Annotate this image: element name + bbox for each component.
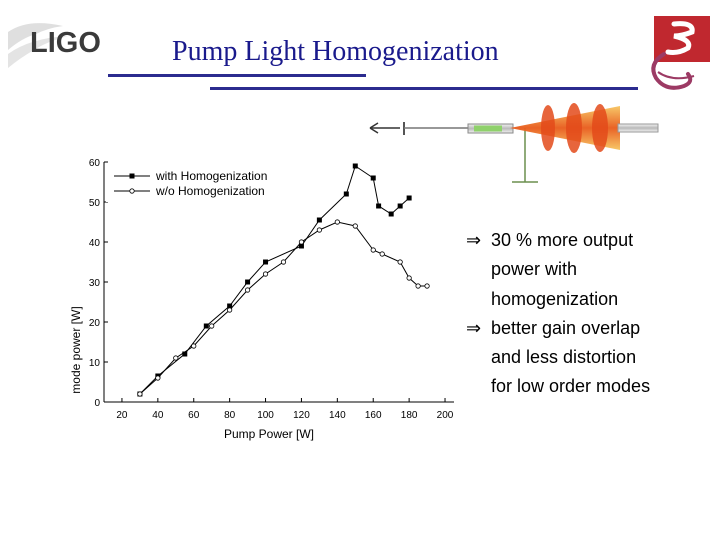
- data-point-circle: [191, 343, 197, 349]
- data-point-circle: [209, 323, 215, 329]
- ligo-logo-graphic: LIGO: [8, 23, 101, 68]
- data-point-square: [316, 217, 322, 223]
- emblem-graphic: [651, 16, 710, 90]
- bullet-line: and less distortion: [491, 347, 637, 368]
- data-point-square: [298, 243, 304, 249]
- bullet-item: ⇒ better gain overlap and less distortio…: [466, 314, 716, 402]
- data-point-circle: [227, 307, 233, 313]
- data-point-circle: [415, 283, 421, 289]
- bullet-line: homogenization: [491, 288, 619, 309]
- implies-arrow-icon: ⇒: [466, 317, 482, 338]
- pump-optics-illustration: [360, 100, 670, 195]
- data-point-circle: [137, 391, 143, 397]
- data-point-circle: [370, 247, 376, 253]
- data-point-circle: [406, 275, 412, 281]
- data-point-circle: [298, 239, 305, 245]
- data-point-circle: [262, 271, 269, 277]
- y-tick-label: 40: [89, 238, 101, 249]
- x-tick-label: 40: [152, 410, 164, 421]
- data-point-square: [227, 303, 233, 309]
- chart-canvas: 0 10 20 30 40 50 60 20 40 60 80 100 120 140 160 180 200 P…: [69, 158, 454, 441]
- data-point-circle: [424, 283, 430, 289]
- data-point-square: [352, 163, 358, 169]
- x-tick-label: 80: [224, 410, 236, 421]
- legend-box: [106, 164, 296, 202]
- y-tick-label: 0: [94, 398, 100, 409]
- x-tick-label: 100: [257, 410, 274, 421]
- data-point-circle: [352, 223, 358, 229]
- data-point-circle: [173, 355, 179, 361]
- data-point-circle: [316, 227, 322, 233]
- title-rule-left: [108, 74, 366, 77]
- ligo-logo: LIGO: [8, 20, 118, 75]
- x-tick-label: 180: [401, 410, 418, 421]
- data-point-circle: [155, 375, 161, 381]
- bullet-line: better gain overlap: [491, 317, 641, 338]
- data-point-circle: [397, 259, 403, 265]
- x-axis-label: Pump Power [W]: [224, 427, 314, 441]
- bullet-item: ⇒ 30 % more output power with homogeniza…: [466, 226, 716, 314]
- x-tick-label: 140: [329, 410, 346, 421]
- legend-label: w/o Homogenization: [155, 184, 265, 198]
- data-point-square: [245, 279, 251, 285]
- x-tick-label: 60: [188, 410, 200, 421]
- x-tick-label: 20: [116, 410, 128, 421]
- data-point-circle: [379, 251, 385, 257]
- bullet-list: ⇒ 30 % more output power with homogeniza…: [466, 226, 716, 402]
- data-point-square: [182, 351, 188, 357]
- logo-text: LIGO: [30, 27, 101, 59]
- x-tick-label: 120: [293, 410, 310, 421]
- y-tick-label: 50: [89, 198, 101, 209]
- y-tick-label: 10: [89, 358, 101, 369]
- implies-arrow-icon: ⇒: [466, 230, 482, 250]
- title-rule-right: [210, 87, 638, 90]
- data-point-circle: [280, 259, 287, 265]
- data-point-circle: [244, 287, 251, 293]
- legend-marker-circle: [129, 188, 135, 194]
- data-point-square: [343, 191, 349, 197]
- y-tick-label: 20: [89, 318, 101, 329]
- data-point-circle: [334, 219, 340, 225]
- institute-emblem: [644, 14, 714, 101]
- data-point-square: [397, 203, 403, 209]
- y-tick-label: 30: [89, 278, 101, 289]
- data-point-square: [406, 195, 412, 201]
- bullet-line: 30 % more output: [491, 230, 634, 250]
- data-point-square: [203, 323, 209, 329]
- data-point-square: [376, 203, 382, 209]
- y-tick-label: 60: [89, 158, 101, 169]
- pump-power-chart: 0 10 20 30 40 50 60 20 40 60 80 100 120 140 160 180 200 P…: [69, 150, 460, 455]
- slide-title: Pump Light Homogenization: [172, 36, 499, 67]
- output-arrow-icon: [369, 122, 400, 134]
- series-line: [139, 221, 428, 395]
- series-line: [139, 165, 410, 395]
- legend-marker-square: [129, 173, 135, 179]
- data-point-square: [370, 175, 376, 181]
- x-tick-label: 200: [437, 410, 454, 421]
- x-tick-label: 160: [365, 410, 382, 421]
- bullet-line: for low order modes: [491, 376, 651, 397]
- data-point-square: [263, 259, 269, 265]
- legend-label: with Homogenization: [155, 169, 267, 183]
- y-axis-label: mode power [W]: [70, 306, 83, 393]
- data-point-square: [388, 211, 394, 217]
- bullet-line: power with: [491, 259, 578, 280]
